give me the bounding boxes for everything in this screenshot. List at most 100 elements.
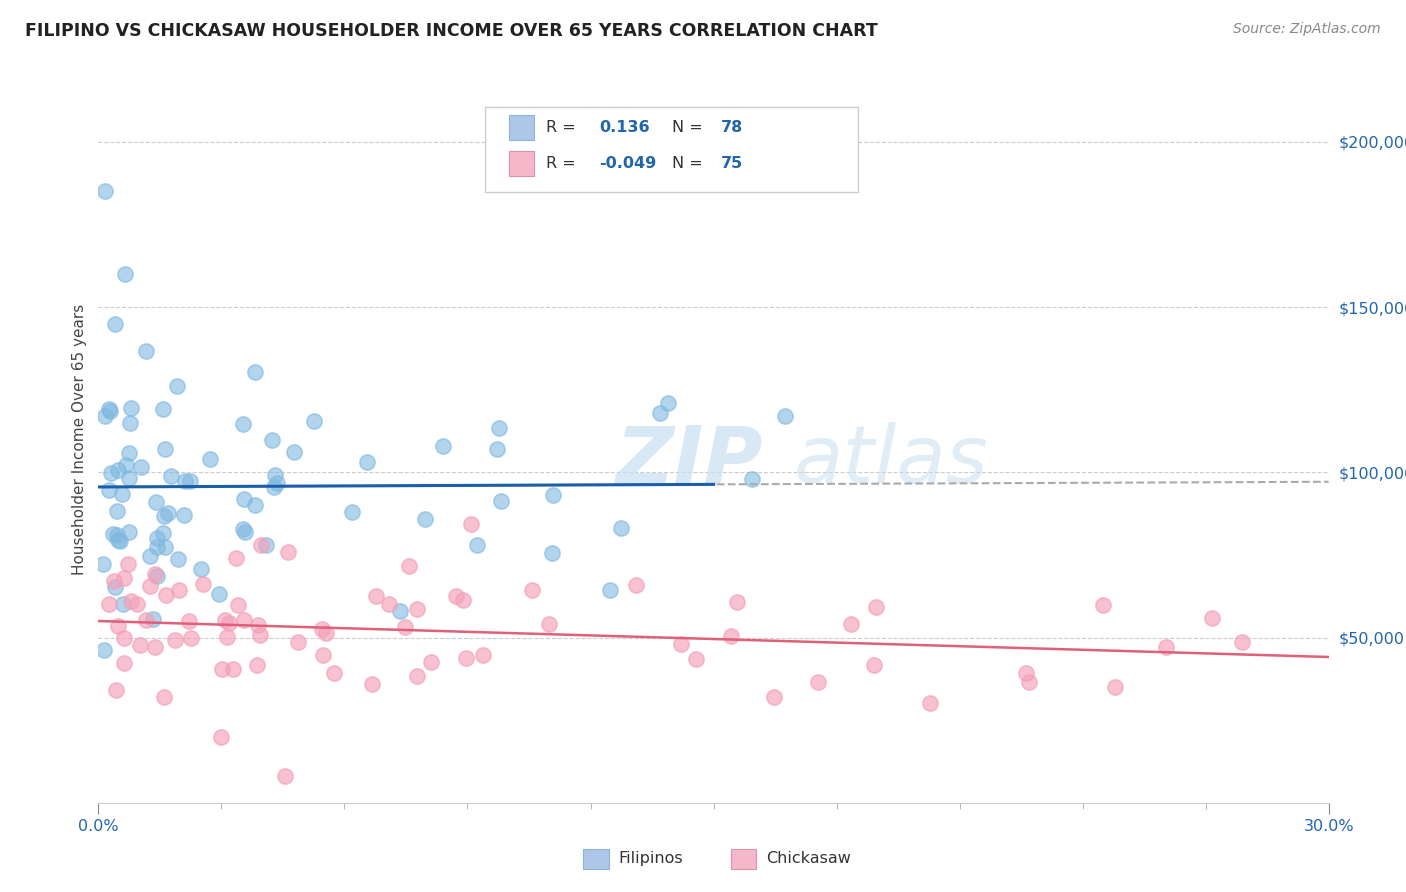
Point bbox=[322, 666, 344, 681]
Point bbox=[454, 651, 477, 665]
Text: Filipinos: Filipinos bbox=[619, 851, 683, 865]
Point bbox=[304, 413, 326, 427]
Point bbox=[685, 652, 707, 666]
Point bbox=[315, 626, 337, 640]
Point bbox=[413, 512, 436, 526]
Point bbox=[920, 696, 942, 710]
Point bbox=[1230, 635, 1253, 649]
Point bbox=[209, 730, 232, 744]
Point bbox=[129, 459, 152, 474]
Point bbox=[865, 599, 887, 614]
Point bbox=[366, 589, 388, 603]
Point bbox=[394, 620, 416, 634]
Point bbox=[107, 618, 129, 632]
Point bbox=[117, 445, 139, 459]
Point bbox=[460, 517, 482, 532]
Point bbox=[120, 401, 142, 416]
Point bbox=[486, 442, 509, 456]
Point bbox=[232, 613, 254, 627]
Point bbox=[100, 466, 122, 480]
Text: Source: ZipAtlas.com: Source: ZipAtlas.com bbox=[1233, 22, 1381, 37]
Point bbox=[274, 769, 297, 783]
Point bbox=[488, 421, 510, 435]
Point bbox=[287, 634, 309, 648]
Point bbox=[98, 402, 121, 417]
Point bbox=[863, 657, 886, 672]
Point bbox=[112, 571, 135, 585]
Point bbox=[233, 492, 256, 507]
Y-axis label: Householder Income Over 65 years: Householder Income Over 65 years bbox=[72, 303, 87, 575]
Point bbox=[104, 317, 127, 331]
Text: N =: N = bbox=[672, 120, 709, 135]
Point bbox=[142, 612, 165, 626]
Point bbox=[246, 618, 269, 632]
Point bbox=[118, 524, 141, 539]
Point bbox=[153, 690, 176, 704]
Point bbox=[117, 558, 139, 572]
Point bbox=[1104, 681, 1126, 695]
Point bbox=[311, 622, 333, 636]
Point bbox=[741, 472, 763, 486]
Point bbox=[139, 549, 162, 563]
Point bbox=[160, 469, 183, 483]
Text: R =: R = bbox=[546, 156, 581, 170]
Text: FILIPINO VS CHICKASAW HOUSEHOLDER INCOME OVER 65 YEARS CORRELATION CHART: FILIPINO VS CHICKASAW HOUSEHOLDER INCOME… bbox=[25, 22, 879, 40]
Point bbox=[839, 616, 862, 631]
Point bbox=[143, 567, 166, 582]
Point bbox=[114, 656, 136, 670]
Point bbox=[98, 404, 121, 418]
Point bbox=[283, 445, 305, 459]
Text: N =: N = bbox=[672, 156, 709, 170]
Text: 0.136: 0.136 bbox=[599, 120, 650, 135]
Point bbox=[233, 524, 256, 539]
Point bbox=[432, 438, 454, 452]
Point bbox=[93, 643, 115, 657]
Point bbox=[444, 589, 467, 603]
Point bbox=[211, 662, 233, 676]
Point bbox=[155, 442, 177, 456]
Point bbox=[134, 343, 156, 358]
Text: 78: 78 bbox=[721, 120, 744, 135]
Point bbox=[167, 582, 190, 597]
Point bbox=[128, 638, 150, 652]
Point bbox=[179, 475, 201, 489]
Point bbox=[146, 540, 169, 554]
Point bbox=[1018, 675, 1040, 690]
Point bbox=[720, 629, 742, 643]
Point bbox=[103, 574, 125, 588]
Point bbox=[97, 597, 120, 611]
Point bbox=[406, 669, 429, 683]
Point bbox=[214, 613, 236, 627]
Point bbox=[104, 682, 127, 697]
Point bbox=[671, 637, 693, 651]
Point bbox=[520, 583, 543, 598]
Point bbox=[146, 531, 169, 545]
Point bbox=[773, 409, 796, 423]
Text: -0.049: -0.049 bbox=[599, 156, 657, 170]
Point bbox=[249, 627, 271, 641]
Point bbox=[277, 545, 299, 559]
Point bbox=[266, 475, 288, 490]
Point bbox=[103, 526, 125, 541]
Point bbox=[112, 631, 135, 645]
Point bbox=[125, 598, 148, 612]
Point bbox=[232, 522, 254, 536]
Point bbox=[190, 561, 212, 575]
Point bbox=[145, 495, 167, 509]
Point bbox=[217, 630, 239, 644]
Point bbox=[153, 509, 176, 524]
Point bbox=[107, 463, 129, 477]
Point bbox=[167, 552, 190, 566]
Text: Chickasaw: Chickasaw bbox=[766, 851, 851, 865]
Point bbox=[467, 538, 489, 552]
Point bbox=[610, 521, 633, 535]
Point bbox=[173, 508, 195, 522]
Text: 75: 75 bbox=[721, 156, 744, 170]
Point bbox=[398, 558, 420, 573]
Point bbox=[156, 506, 179, 520]
Point bbox=[340, 504, 363, 518]
Point bbox=[1154, 640, 1177, 655]
Point bbox=[599, 582, 621, 597]
Point bbox=[218, 616, 240, 631]
Point bbox=[406, 602, 429, 616]
